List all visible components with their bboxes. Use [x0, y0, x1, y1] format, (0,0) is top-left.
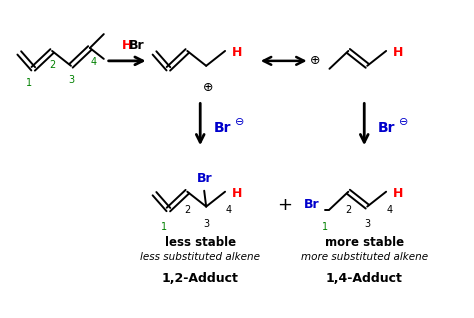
Text: 1,4-Adduct: 1,4-Adduct	[326, 273, 403, 286]
Text: 2: 2	[49, 60, 55, 70]
Text: ⊕: ⊕	[203, 81, 213, 94]
Text: 2: 2	[184, 204, 191, 215]
Text: 1,2-Adduct: 1,2-Adduct	[162, 273, 238, 286]
Text: less stable: less stable	[164, 236, 236, 249]
Text: 3: 3	[364, 219, 370, 229]
Text: 4: 4	[387, 204, 393, 215]
Text: 4: 4	[226, 204, 232, 215]
Text: more substituted alkene: more substituted alkene	[301, 252, 428, 262]
Text: 4: 4	[91, 57, 97, 67]
Text: Br: Br	[213, 121, 231, 135]
Text: ⊕: ⊕	[310, 54, 321, 67]
Text: more stable: more stable	[325, 236, 404, 249]
Text: Br: Br	[377, 121, 395, 135]
Text: +: +	[277, 196, 292, 214]
Text: less substituted alkene: less substituted alkene	[140, 252, 260, 262]
Text: 1: 1	[26, 78, 32, 88]
Text: 1: 1	[322, 222, 328, 232]
Text: 2: 2	[345, 204, 351, 215]
Text: H: H	[121, 39, 132, 52]
Text: H: H	[232, 187, 242, 200]
Text: Br: Br	[196, 172, 212, 185]
Text: 3: 3	[203, 219, 209, 229]
Text: 3: 3	[68, 75, 74, 85]
Text: ⊖: ⊖	[399, 117, 409, 127]
Text: Br: Br	[304, 198, 319, 211]
Text: H: H	[393, 187, 403, 200]
Text: Br: Br	[129, 39, 145, 52]
Text: H: H	[393, 46, 403, 59]
Text: H: H	[232, 46, 242, 59]
Text: 1: 1	[161, 222, 167, 232]
Text: ⊖: ⊖	[235, 117, 245, 127]
